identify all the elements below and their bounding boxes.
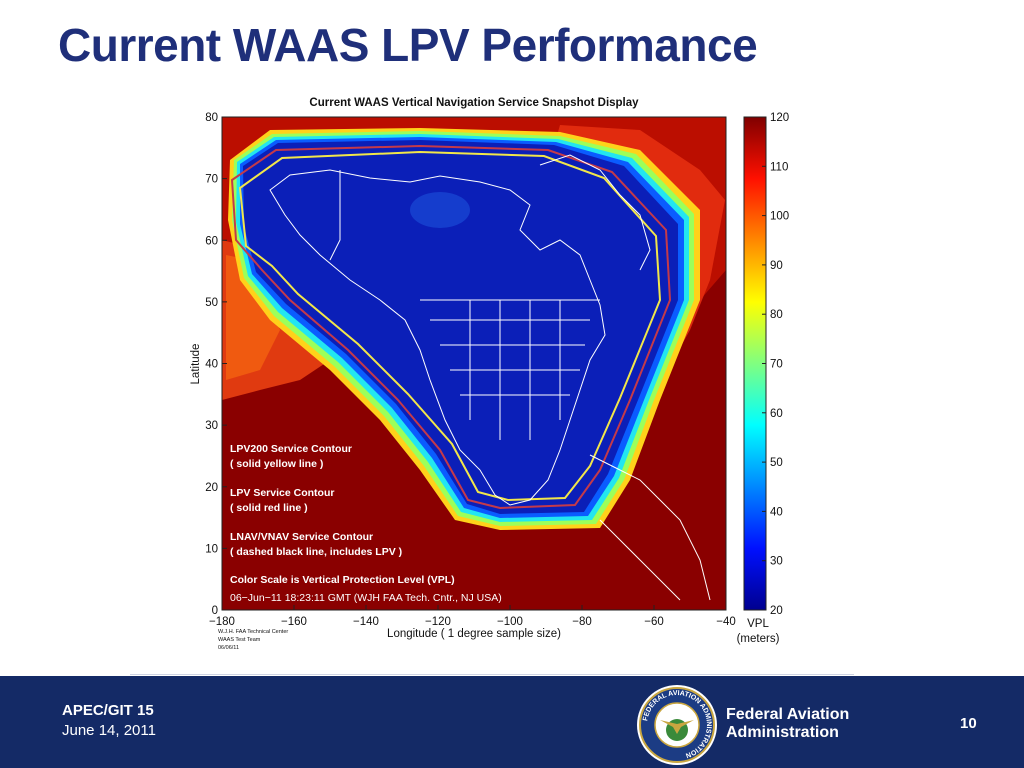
y-tick-label: 30	[205, 420, 218, 432]
y-tick-label: 60	[205, 235, 218, 247]
agency-name-line-2: Administration	[726, 724, 839, 741]
y-tick-label: 40	[205, 359, 218, 371]
lpv200-contour	[238, 150, 662, 502]
colorbar-tick-label: 20	[770, 605, 783, 617]
waas-figure: Current WAAS Vertical Navigation Service…	[190, 97, 789, 651]
y-axis: 0 10 20 30 40 50 60 70 80	[205, 112, 227, 617]
x-tick-label: −60	[644, 616, 664, 628]
credit-line-3: 06/06/11	[218, 645, 239, 651]
y-axis-label: Latitude	[190, 344, 202, 385]
colorbar-tick-label: 50	[770, 457, 783, 469]
annotation-lpv200-note: ( solid yellow line )	[230, 458, 323, 470]
colorbar-tick-label: 100	[770, 211, 789, 223]
x-tick-label: −180	[209, 616, 235, 628]
annotation-lpv200: LPV200 Service Contour	[230, 443, 352, 455]
annotation-lpv-note: ( solid red line )	[230, 502, 308, 514]
footer-date: June 14, 2011	[62, 722, 156, 739]
annotation-lnav: LNAV/VNAV Service Contour	[230, 531, 373, 543]
colorbar-tick-label: 70	[770, 359, 783, 371]
x-axis: −180 −160 −140 −120 −100 −80 −60 −40	[209, 605, 736, 628]
annotation-lnav-note: ( dashed black line, includes LPV )	[230, 546, 402, 558]
annotation-timestamp: 06−Jun−11 18:23:11 GMT (WJH FAA Tech. Cn…	[230, 592, 502, 604]
annotation-colorscale: Color Scale is Vertical Protection Level…	[230, 574, 455, 586]
vpl-heatmap: LPV200 Service Contour ( solid yellow li…	[222, 117, 726, 610]
colorbar-unit: (meters)	[737, 633, 780, 645]
page-number: 10	[960, 715, 977, 732]
colorbar-tick-label: 30	[770, 556, 783, 568]
y-tick-label: 80	[205, 112, 218, 124]
colorbar-tick-label: 120	[770, 112, 789, 124]
colorbar-tick-label: 60	[770, 408, 783, 420]
y-tick-label: 20	[205, 482, 218, 494]
footer-divider	[130, 674, 854, 675]
chart-title: Current WAAS Vertical Navigation Service…	[309, 97, 639, 109]
colorbar-tick-label: 90	[770, 260, 783, 272]
colorbar-tick-label: 110	[770, 161, 788, 173]
credit-line-1: W.J.H. FAA Technical Center	[218, 629, 288, 635]
y-tick-label: 10	[205, 543, 218, 555]
slide-title: Current WAAS LPV Performance	[58, 19, 758, 71]
annotation-lpv: LPV Service Contour	[230, 487, 334, 499]
x-tick-label: −120	[425, 616, 451, 628]
lpv-contour	[230, 144, 672, 510]
x-tick-label: −160	[281, 616, 307, 628]
footer-conference: APEC/GIT 15	[62, 702, 154, 719]
credit-line-2: WAAS Test Team	[218, 637, 261, 643]
y-tick-label: 0	[212, 605, 218, 617]
map-outlines	[269, 154, 711, 601]
colorbar-tick-label: 40	[770, 506, 783, 518]
x-axis-label: Longitude ( 1 degree sample size)	[387, 628, 561, 640]
colorbar-tick-label: 80	[770, 309, 783, 321]
agency-name-line-1: Federal Aviation	[726, 706, 850, 723]
x-tick-label: −40	[716, 616, 736, 628]
colorbar-ticks: 20 30 40 50 60 70 80 90 100 110 120	[762, 112, 789, 617]
footer-bar	[0, 676, 1024, 768]
colorbar-label: VPL	[747, 618, 769, 630]
x-tick-label: −140	[353, 616, 379, 628]
x-tick-label: −80	[572, 616, 592, 628]
y-tick-label: 70	[205, 174, 218, 186]
faa-seal-icon: FEDERAL AVIATION ADMINISTRATION	[637, 685, 717, 765]
y-tick-label: 50	[205, 297, 218, 309]
x-tick-label: −100	[497, 616, 523, 628]
